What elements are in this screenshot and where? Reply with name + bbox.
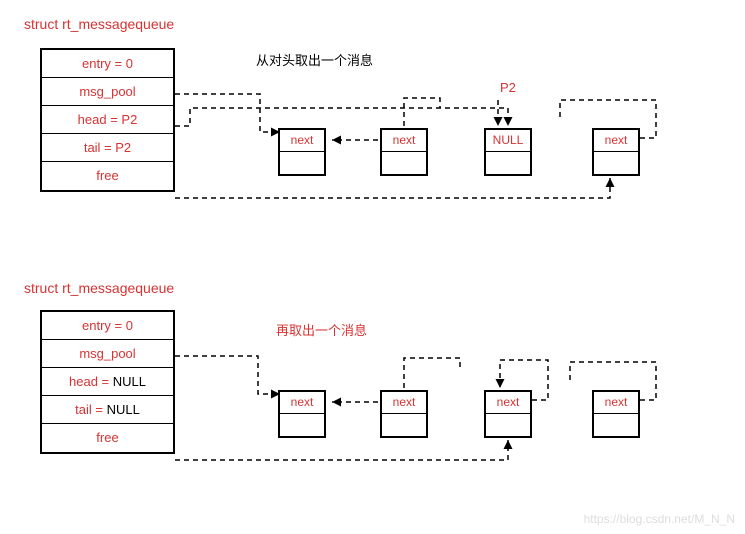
caption-2: 再取出一个消息: [276, 320, 367, 339]
node-2-3: next: [484, 390, 532, 438]
struct-box-2: entry = 0 msg_pool head = NULL tail = NU…: [40, 310, 175, 454]
diagram-1: struct rt_messagequeue entry = 0 msg_poo…: [0, 0, 745, 270]
node-label: next: [280, 392, 324, 414]
diagram-2: struct rt_messagequeue entry = 0 msg_poo…: [0, 270, 745, 534]
row-head: head = P2: [42, 106, 173, 134]
caption-1: 从对头取出一个消息: [256, 50, 373, 69]
node-1-4: next: [592, 128, 640, 176]
node-label: next: [382, 130, 426, 152]
row-free: free: [42, 424, 173, 452]
node-1-1: next: [278, 128, 326, 176]
struct-title-1: struct rt_messagequeue: [24, 16, 174, 32]
row-free: free: [42, 162, 173, 190]
node-2-1: next: [278, 390, 326, 438]
struct-title-2: struct rt_messagequeue: [24, 280, 174, 296]
node-1-3: NULL: [484, 128, 532, 176]
node-label: next: [594, 130, 638, 152]
node-label: next: [486, 392, 530, 414]
node-label: next: [382, 392, 426, 414]
node-label: next: [280, 130, 324, 152]
node-label: NULL: [486, 130, 530, 152]
struct-box-1: entry = 0 msg_pool head = P2 tail = P2 f…: [40, 48, 175, 192]
row-msg-pool: msg_pool: [42, 78, 173, 106]
row-entry: entry = 0: [42, 312, 173, 340]
row-head: head = NULL: [42, 368, 173, 396]
watermark: https://blog.csdn.net/M_N_N: [584, 512, 735, 526]
node-1-2: next: [380, 128, 428, 176]
row-tail: tail = NULL: [42, 396, 173, 424]
row-entry: entry = 0: [42, 50, 173, 78]
node-2-4: next: [592, 390, 640, 438]
node-2-2: next: [380, 390, 428, 438]
node-label: next: [594, 392, 638, 414]
p2-label: P2: [500, 80, 516, 95]
row-msg-pool: msg_pool: [42, 340, 173, 368]
row-tail: tail = P2: [42, 134, 173, 162]
